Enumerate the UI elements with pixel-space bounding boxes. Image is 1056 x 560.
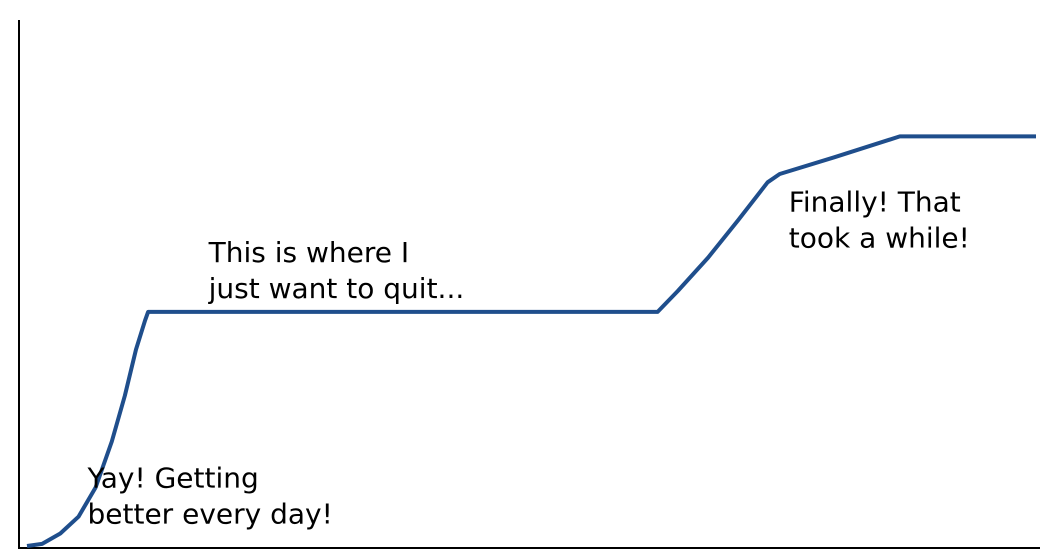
annotation-text: Yay! Getting better every day! [87,462,333,531]
annotation-line: took a while! [789,222,970,255]
axes [18,20,1040,549]
annotation-line: just want to quit... [208,272,465,305]
series-layer [26,134,1036,548]
annotation-line: Finally! That [789,186,961,219]
annotation-line: better every day! [88,498,333,531]
annotation-layer: Yay! Getting better every day! This is whe… [87,186,970,531]
annotation-line: Yay! Getting [87,462,259,495]
annotation-text: Finally! That took a while! [789,186,970,255]
annotation-line: This is where I [208,236,410,269]
series-line [26,134,1036,548]
